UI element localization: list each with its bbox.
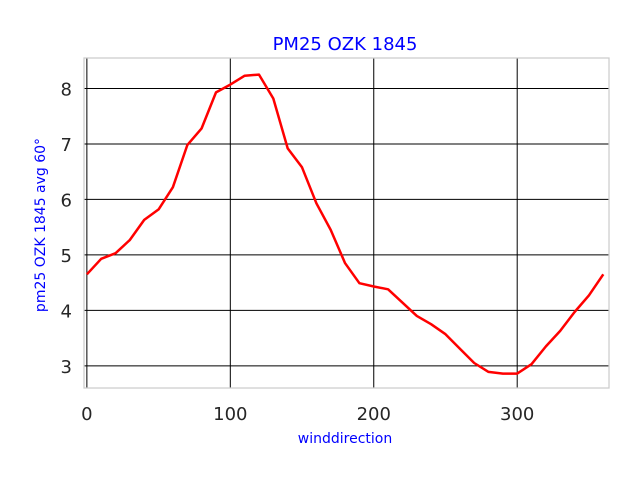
y-tick-label: 5 <box>61 246 72 267</box>
y-tick-label: 3 <box>61 357 72 378</box>
y-tick-label: 6 <box>61 190 72 211</box>
x-axis-label: winddirection <box>298 431 392 447</box>
y-tick-label: 4 <box>61 301 72 322</box>
x-tick-label: 300 <box>500 404 534 425</box>
x-tick-label: 100 <box>213 404 247 425</box>
plot-frame <box>83 57 610 389</box>
series-layer <box>85 73 605 375</box>
series-line <box>85 73 605 375</box>
y-tick-label: 8 <box>61 80 72 101</box>
y-axis-label: pm25 OZK 1845 avg 60° <box>33 138 49 312</box>
chart-title: PM25 OZK 1845 <box>273 34 418 55</box>
tick-labels: 0 100 200 300 3 4 5 6 7 8 <box>61 80 535 425</box>
x-tick-label: 200 <box>357 404 391 425</box>
grid-lines <box>84 58 609 388</box>
y-tick-label: 7 <box>61 135 72 156</box>
x-tick-label: 0 <box>81 404 92 425</box>
